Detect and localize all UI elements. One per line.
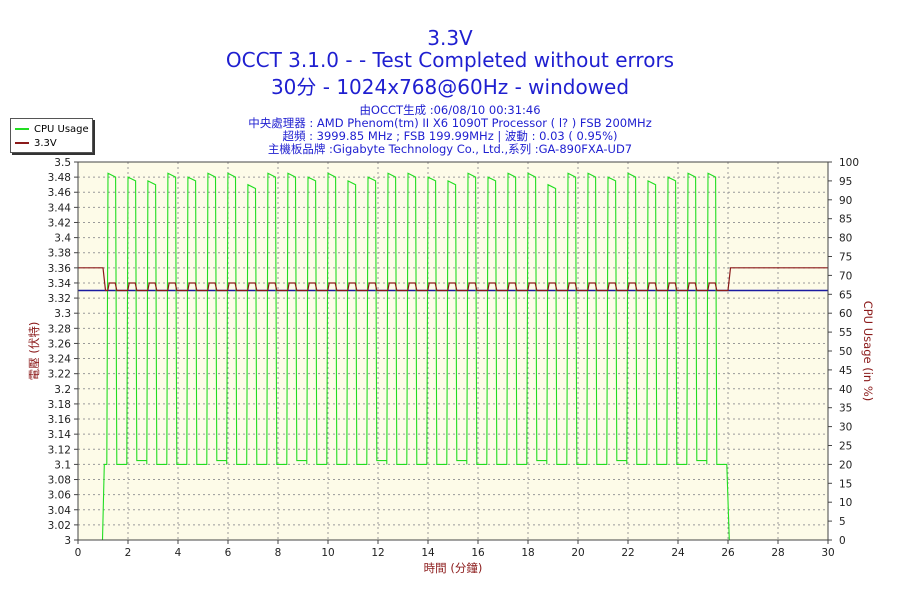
legend-voltage-swatch: [15, 142, 29, 144]
y-right-tick-label: 90: [839, 195, 852, 207]
plot-area: [78, 162, 828, 540]
y-left-tick-label: 3.42: [48, 217, 71, 229]
y-left-tick-label: 3.26: [48, 338, 72, 350]
y-right-tick-label: 75: [839, 252, 852, 264]
y-left-tick-label: 3.2: [54, 384, 71, 396]
y-right-tick-label: 0: [839, 535, 846, 547]
y-right-tick-label: 95: [839, 176, 852, 188]
y-right-tick-label: 50: [839, 346, 852, 358]
y-right-tick-label: 15: [839, 478, 852, 490]
x-tick-label: 30: [821, 547, 834, 559]
info-oc: 超頻 : 3999.85 MHz ; FSB 199.99MHz | 波動 : …: [282, 129, 618, 143]
x-tick-label: 10: [321, 547, 334, 559]
ticks-layer: 0 2 4 6 8 10 12 14 16 18 20 22 24 26 28 3033.023.043.06…: [48, 157, 859, 559]
info-generated: 由OCCT生成 :06/08/10 00:31:46: [359, 103, 541, 117]
x-tick-label: 0: [75, 547, 82, 559]
y-axis-right-label: CPU Usage (in %): [861, 301, 875, 402]
y-left-tick-label: 3.06: [48, 490, 72, 502]
y-left-tick-label: 3.08: [48, 475, 71, 487]
y-left-tick-label: 3.14: [48, 429, 72, 441]
y-axis-left-label: 電壓 (伏特): [27, 322, 41, 381]
series-layer: [78, 172, 828, 541]
x-tick-label: 24: [671, 547, 685, 559]
y-right-tick-label: 30: [839, 422, 852, 434]
y-right-tick-label: 35: [839, 403, 852, 415]
y-left-tick-label: 3.48: [48, 172, 71, 184]
chart-subtitle: OCCT 3.1.0 - - Test Completed without er…: [225, 48, 675, 72]
y-left-tick-label: 3.46: [48, 187, 72, 199]
x-tick-label: 18: [521, 547, 534, 559]
y-left-tick-label: 3.18: [48, 399, 71, 411]
y-left-tick-label: 3.38: [48, 248, 71, 260]
x-tick-label: 14: [421, 547, 435, 559]
y-right-tick-label: 5: [839, 516, 846, 528]
chart-subtitle-2: 30分 - 1024x768@60Hz - windowed: [270, 75, 630, 99]
y-left-tick-label: 3.02: [48, 520, 71, 532]
legend-cpu-label: CPU Usage: [34, 123, 89, 135]
gridlines: [78, 162, 828, 540]
x-tick-label: 12: [371, 547, 384, 559]
legend-cpu-swatch: [15, 128, 29, 130]
legend-cpu-usage: CPU Usage: [15, 123, 89, 135]
y-left-tick-label: 3.44: [48, 202, 72, 214]
y-left-tick-label: 3.36: [48, 263, 72, 275]
y-right-tick-label: 60: [839, 308, 852, 320]
y-left-tick-label: 3.5: [54, 157, 71, 169]
y-right-tick-label: 20: [839, 459, 852, 471]
y-left-tick-label: 3.12: [48, 444, 71, 456]
legend-voltage: 3.3V: [15, 137, 57, 149]
y-left-tick-label: 3.04: [48, 505, 72, 517]
x-tick-label: 4: [175, 547, 182, 559]
y-right-tick-label: 25: [839, 441, 852, 453]
series-3-3v-line: [78, 267, 828, 292]
series-cpu-usage-line: [78, 172, 730, 541]
y-left-tick-label: 3.16: [48, 414, 72, 426]
info-cpu: 中央處理器 : AMD Phenom(tm) II X6 1090T Proce…: [248, 116, 652, 130]
y-left-tick-label: 3.3: [54, 308, 71, 320]
y-right-tick-label: 65: [839, 289, 852, 301]
y-left-tick-label: 3.34: [48, 278, 72, 290]
x-tick-label: 2: [125, 547, 132, 559]
chart-title: 3.3V: [427, 26, 473, 50]
y-right-tick-label: 40: [839, 384, 852, 396]
x-tick-label: 8: [275, 547, 282, 559]
y-left-tick-label: 3: [64, 535, 71, 547]
legend: CPU Usage 3.3V: [10, 118, 93, 153]
x-tick-label: 6: [225, 547, 232, 559]
y-left-tick-label: 3.28: [48, 323, 71, 335]
y-left-tick-label: 3.1: [54, 459, 71, 471]
legend-voltage-label: 3.3V: [34, 137, 57, 149]
x-tick-label: 26: [721, 547, 735, 559]
y-left-tick-label: 3.24: [48, 354, 72, 366]
x-tick-label: 20: [571, 547, 584, 559]
y-right-tick-label: 85: [839, 214, 852, 226]
x-tick-label: 22: [621, 547, 634, 559]
x-axis-label: 時間 (分鐘): [424, 561, 483, 575]
y-right-tick-label: 10: [839, 497, 852, 509]
info-motherboard: 主機板品牌 :Gigabyte Technology Co., Ltd.,系列 …: [267, 142, 633, 156]
y-right-tick-label: 100: [839, 157, 859, 169]
y-left-tick-label: 3.4: [54, 233, 71, 245]
y-left-tick-label: 3.32: [48, 293, 71, 305]
y-right-tick-label: 55: [839, 327, 852, 339]
y-right-tick-label: 70: [839, 270, 852, 282]
y-right-tick-label: 45: [839, 365, 852, 377]
x-tick-label: 28: [771, 547, 784, 559]
y-right-tick-label: 80: [839, 233, 852, 245]
x-tick-label: 16: [471, 547, 485, 559]
y-left-tick-label: 3.22: [48, 369, 71, 381]
